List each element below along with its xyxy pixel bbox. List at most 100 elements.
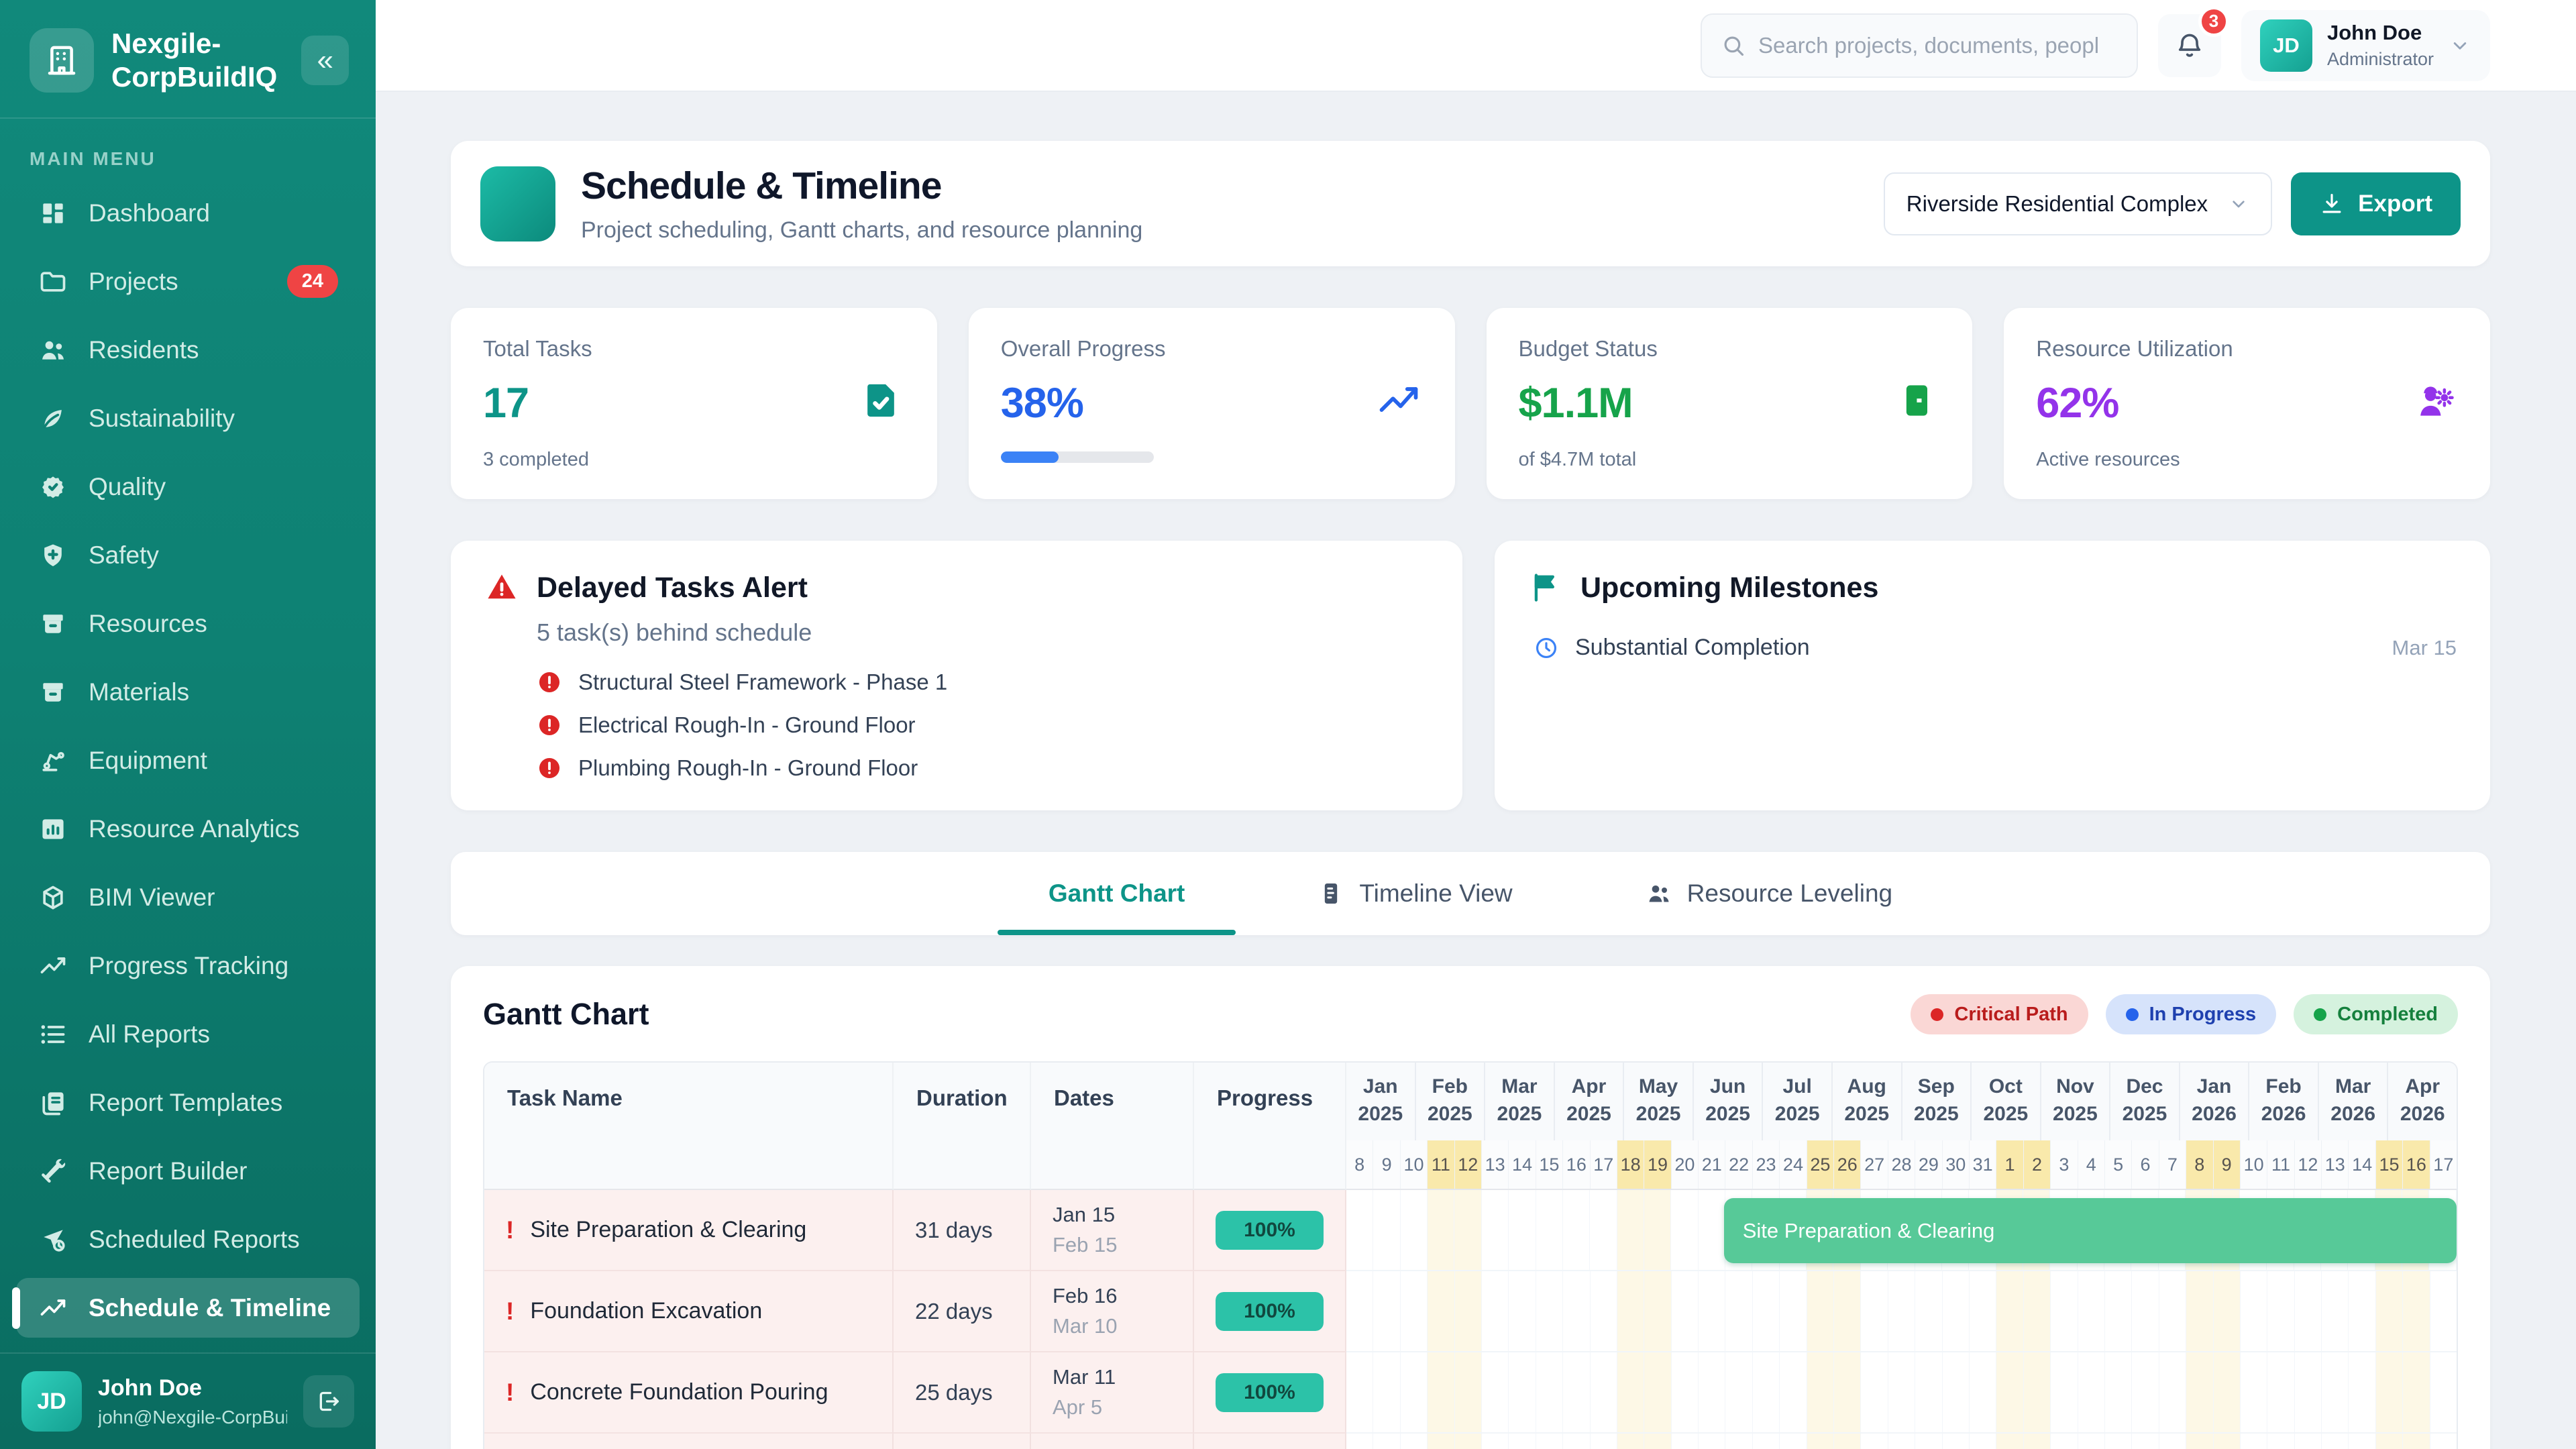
- export-button[interactable]: Export: [2291, 172, 2461, 235]
- avatar: JD: [21, 1371, 82, 1432]
- delayed-tasks-title: Delayed Tasks Alert: [537, 571, 808, 604]
- stat-label: Overall Progress: [1000, 336, 1166, 361]
- week-header-cell: 1: [1996, 1140, 2024, 1189]
- tab-gantt-chart[interactable]: Gantt Chart: [998, 852, 1236, 935]
- sidebar-item-quality[interactable]: Quality: [16, 457, 360, 517]
- sidebar: Nexgile-CorpBuildIQ « MAIN MENU Dashboar…: [0, 0, 376, 1449]
- timeline-grid-column: [2078, 1352, 2105, 1432]
- timeline-grid-column: [1617, 1434, 1645, 1449]
- gantt-bar-site-preparation-clearing[interactable]: Site Preparation & Clearing: [1723, 1198, 2457, 1263]
- week-header-cell: 29: [1915, 1140, 1943, 1189]
- sidebar-item-residents[interactable]: Residents: [16, 320, 360, 380]
- timeline-grid-column: [1644, 1434, 1672, 1449]
- timeline-grid-column: [1617, 1271, 1645, 1351]
- month-header-jul-2025: Jul 2025: [1763, 1063, 1833, 1140]
- task-end-date: Feb 15: [1053, 1233, 1118, 1256]
- project-selector[interactable]: Riverside Residential Complex: [1883, 172, 2273, 235]
- sidebar-item-safety[interactable]: Safety: [16, 525, 360, 585]
- clock-icon: [1534, 635, 1559, 661]
- sidebar-item-progress-tracking[interactable]: Progress Tracking: [16, 936, 360, 996]
- timeline-grid-column: [2078, 1271, 2105, 1351]
- task-progress-cell: 85%: [1194, 1434, 1346, 1449]
- sidebar-item-resources[interactable]: Resources: [16, 594, 360, 653]
- timeline-grid-column: [1563, 1352, 1591, 1432]
- sidebar-item-report-builder[interactable]: Report Builder: [16, 1141, 360, 1201]
- timeline-grid-column: [1780, 1352, 1807, 1432]
- stat-card-total-tasks: Total Tasks 17 3 completed: [451, 308, 937, 499]
- tab-label: Timeline View: [1359, 879, 1513, 907]
- notifications-button[interactable]: 3: [2157, 5, 2229, 77]
- tab-resource-leveling[interactable]: Resource Leveling: [1636, 852, 1902, 935]
- legend-completed: Completed: [2294, 994, 2458, 1034]
- week-header-cell: 12: [2294, 1140, 2322, 1189]
- sidebar-item-scheduled-reports[interactable]: Scheduled Reports: [16, 1210, 360, 1269]
- sidebar-item-schedule-timeline[interactable]: Schedule & Timeline: [16, 1278, 360, 1338]
- task-progress-cell: 100%: [1194, 1190, 1346, 1271]
- building-logo-icon: [30, 28, 94, 93]
- week-header-cell: 24: [1780, 1140, 1807, 1189]
- timeline-grid-column: [1861, 1352, 1888, 1432]
- sidebar-item-label: Quality: [89, 472, 166, 500]
- stat-sublabel: 3 completed: [483, 449, 589, 470]
- week-header-cell: 20: [1671, 1140, 1699, 1189]
- task-dates-cell: Apr 6May 20: [1031, 1434, 1194, 1449]
- task-dates-cell: Jan 15 Feb 15: [1031, 1190, 1194, 1271]
- sidebar-item-label: Report Builder: [89, 1157, 248, 1185]
- sidebar-item-label: Dashboard: [89, 199, 211, 227]
- main-area: 3 JD John Doe Administrator Schedule & T…: [376, 0, 2576, 1449]
- timeline-grid-column: [1780, 1434, 1807, 1449]
- timeline-grid-column: [1915, 1352, 1943, 1432]
- week-header-cell: 2: [2023, 1140, 2051, 1189]
- timeline-grid-column: [1401, 1434, 1428, 1449]
- timeline-grid-column: [2023, 1352, 2051, 1432]
- task-progress-pill: 100%: [1216, 1291, 1324, 1331]
- gantt-months-row: Jan 2025 Feb 2025 Mar 2025 Apr 2025 May 2025 Jun 20…: [1346, 1063, 2457, 1140]
- sidebar-item-label: Safety: [89, 541, 159, 569]
- leaf-icon: [38, 403, 68, 434]
- timeline-grid-column: [1834, 1352, 1862, 1432]
- timeline-grid-column: [2213, 1352, 2241, 1432]
- timeline-grid-column: [1725, 1271, 1753, 1351]
- sidebar-item-materials[interactable]: Materials: [16, 662, 360, 722]
- month-header-nov-2025: Nov 2025: [2041, 1063, 2111, 1140]
- sidebar-item-all-reports[interactable]: All Reports: [16, 1004, 360, 1064]
- timeline-grid-column: [1454, 1434, 1482, 1449]
- timeline-grid-column: [1996, 1434, 2024, 1449]
- task-duration-cell: 25 days: [894, 1352, 1031, 1434]
- month-header-jun-2025: Jun 2025: [1693, 1063, 1764, 1140]
- sidebar-item-resource-analytics[interactable]: Resource Analytics: [16, 799, 360, 859]
- delayed-tasks-list: Structural Steel Framework - Phase 1 Elec…: [484, 669, 1429, 781]
- sidebar-collapse-button[interactable]: «: [301, 35, 349, 85]
- task-duration-cell: 31 days: [894, 1190, 1031, 1271]
- timeline-grid-column: [1617, 1352, 1645, 1432]
- timeline-grid-column: [1807, 1352, 1835, 1432]
- stat-label: Resource Utilization: [2036, 336, 2233, 361]
- sidebar-item-equipment[interactable]: Equipment: [16, 731, 360, 790]
- stat-value: $1.1M: [1518, 380, 1633, 427]
- trend-icon: [38, 951, 68, 981]
- tab-timeline-view[interactable]: Timeline View: [1308, 852, 1521, 935]
- timeline-grid-column: [1373, 1434, 1401, 1449]
- sidebar-item-projects[interactable]: Projects 24: [16, 252, 360, 311]
- task-name-cell: !Structural Steel Framework - Phase 1: [484, 1434, 894, 1449]
- search-input[interactable]: [1758, 32, 2118, 58]
- gantt-title: Gantt Chart: [483, 997, 649, 1031]
- sidebar-item-bim-viewer[interactable]: BIM Viewer: [16, 867, 360, 927]
- delayed-task-name: Electrical Rough-In - Ground Floor: [578, 712, 916, 737]
- task-name-cell: ! Site Preparation & Clearing: [484, 1190, 894, 1271]
- sidebar-item-report-templates[interactable]: Report Templates: [16, 1073, 360, 1132]
- sidebar-item-label: Equipment: [89, 746, 207, 774]
- user-profile-menu[interactable]: JD John Doe Administrator: [2241, 9, 2490, 81]
- week-header-cell: 14: [2349, 1140, 2376, 1189]
- timeline-grid-column: [2375, 1271, 2404, 1351]
- timeline-grid-column: [2213, 1434, 2241, 1449]
- page-actions: Riverside Residential Complex Export: [1883, 172, 2461, 235]
- sidebar-item-dashboard[interactable]: Dashboard: [16, 183, 360, 243]
- progress-bar-track: [1000, 451, 1154, 463]
- sidebar-item-sustainability[interactable]: Sustainability: [16, 388, 360, 448]
- task-start-date: Jan 15: [1053, 1203, 1116, 1226]
- timeline-grid-column: [1536, 1190, 1563, 1270]
- timeline-grid-column: [1888, 1352, 1916, 1432]
- logout-button[interactable]: [303, 1375, 354, 1428]
- week-header-cell: 12: [1454, 1140, 1482, 1189]
